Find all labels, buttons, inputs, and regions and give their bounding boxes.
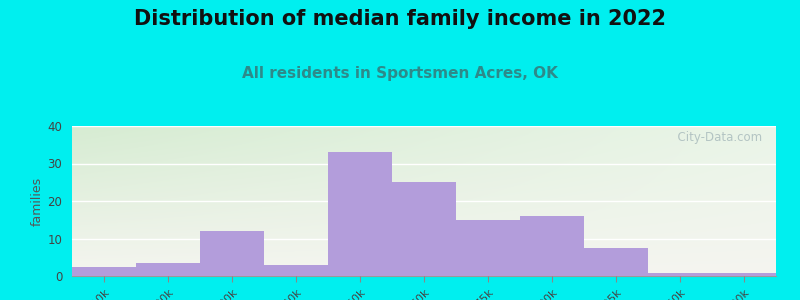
Bar	[264, 265, 328, 276]
Text: City-Data.com: City-Data.com	[670, 130, 762, 143]
Bar	[520, 216, 584, 276]
Bar	[328, 152, 392, 276]
Bar	[72, 267, 136, 276]
Text: Distribution of median family income in 2022: Distribution of median family income in …	[134, 9, 666, 29]
Bar	[584, 248, 648, 276]
Y-axis label: families: families	[30, 176, 43, 226]
Text: All residents in Sportsmen Acres, OK: All residents in Sportsmen Acres, OK	[242, 66, 558, 81]
Bar	[136, 263, 200, 276]
Bar	[392, 182, 456, 276]
Bar	[648, 273, 712, 276]
Bar	[200, 231, 264, 276]
Bar	[712, 273, 776, 276]
Bar	[456, 220, 520, 276]
